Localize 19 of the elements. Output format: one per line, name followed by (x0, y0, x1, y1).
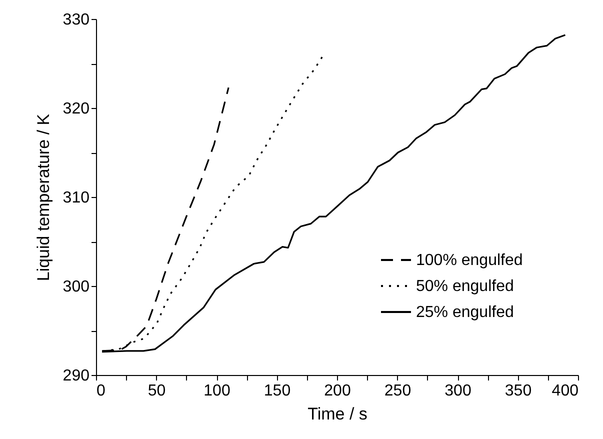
y-tick-label: 290 (62, 368, 90, 384)
x-tick-label: 300 (444, 382, 472, 400)
x-tick-label: 400 (552, 382, 579, 400)
x-tick-label: 250 (384, 382, 412, 400)
y-tick-label: 320 (62, 100, 90, 118)
x-tick-label: 150 (264, 382, 291, 400)
y-tick-label: 330 (62, 12, 90, 28)
y-tick-label: 310 (62, 190, 90, 206)
x-tick-label: 0 (96, 382, 106, 400)
x-tick-label: 350 (504, 382, 532, 400)
legend-label: 25% engulfed (416, 304, 514, 321)
y-tick-label: 300 (62, 278, 90, 296)
x-tick-label: 50 (148, 382, 166, 400)
legend-label: 100% engulfed (416, 252, 523, 269)
x-tick-label: 200 (324, 382, 351, 400)
legend-label: 50% engulfed (416, 278, 514, 295)
y-axis-title: Liquid temperature / K (34, 113, 53, 282)
x-axis-title: Time / s (308, 404, 368, 424)
x-tick-label: 100 (204, 382, 230, 400)
